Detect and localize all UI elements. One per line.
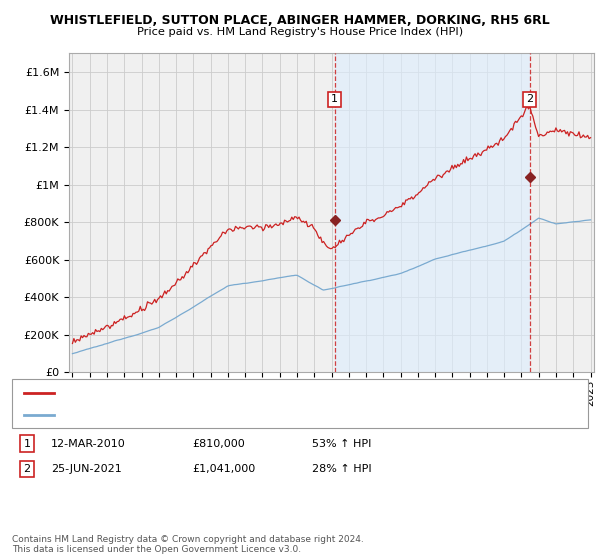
Text: 28% ↑ HPI: 28% ↑ HPI [312,464,371,474]
Text: HPI: Average price, detached house, Guildford: HPI: Average price, detached house, Guil… [60,409,301,419]
Text: WHISTLEFIELD, SUTTON PLACE, ABINGER HAMMER, DORKING, RH5 6RL (detached house: WHISTLEFIELD, SUTTON PLACE, ABINGER HAMM… [60,388,521,398]
Text: 2: 2 [23,464,31,474]
Text: Price paid vs. HM Land Registry's House Price Index (HPI): Price paid vs. HM Land Registry's House … [137,27,463,37]
Text: 1: 1 [331,95,338,105]
Text: 2: 2 [526,95,533,105]
Text: WHISTLEFIELD, SUTTON PLACE, ABINGER HAMMER, DORKING, RH5 6RL: WHISTLEFIELD, SUTTON PLACE, ABINGER HAMM… [50,14,550,27]
Text: Contains HM Land Registry data © Crown copyright and database right 2024.
This d: Contains HM Land Registry data © Crown c… [12,535,364,554]
Text: 25-JUN-2021: 25-JUN-2021 [51,464,122,474]
Text: £1,041,000: £1,041,000 [192,464,255,474]
Bar [335,53,530,372]
Text: 53% ↑ HPI: 53% ↑ HPI [312,438,371,449]
Text: 1: 1 [23,438,31,449]
Text: £810,000: £810,000 [192,438,245,449]
Text: 12-MAR-2010: 12-MAR-2010 [51,438,126,449]
